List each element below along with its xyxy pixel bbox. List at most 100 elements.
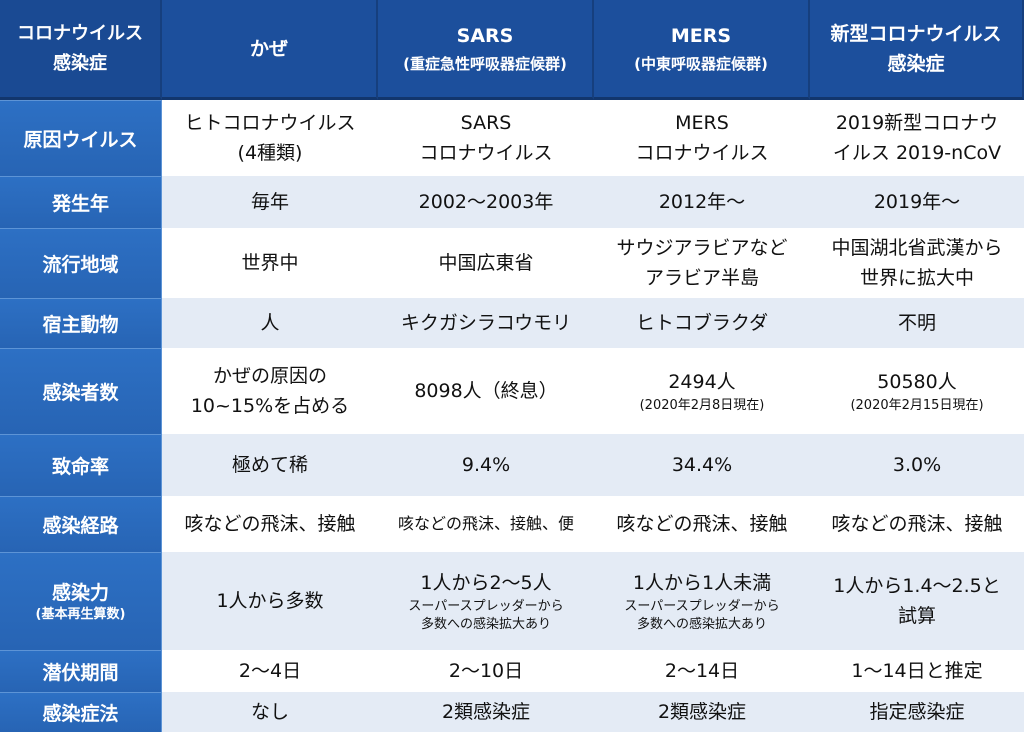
cell-note: (2020年2月8日現在) bbox=[639, 398, 765, 413]
row-law: 感染症法 なし 2類感染症 2類感染症 指定感染症 bbox=[0, 692, 1024, 732]
row-incubation: 潜伏期間 2〜4日 2〜10日 2〜14日 1〜14日と推定 bbox=[0, 650, 1024, 692]
cell-line: SARS bbox=[460, 112, 512, 134]
cell-covid: 咳などの飛沫、接触 bbox=[810, 496, 1024, 552]
row-host: 宿主動物 人 キクガシラコウモリ ヒトコブラクダ 不明 bbox=[0, 298, 1024, 348]
cell-cold: 1人から多数 bbox=[162, 552, 378, 650]
header-sars: SARS (重症急性呼吸器症候群) bbox=[378, 0, 594, 100]
cell-note: (2020年2月15日現在) bbox=[850, 398, 984, 413]
header-cold: かぜ bbox=[162, 0, 378, 100]
cell-line: (4種類) bbox=[237, 142, 303, 164]
corner-line-1: コロナウイルス bbox=[17, 22, 143, 44]
row-label: 致命率 bbox=[0, 434, 162, 496]
cell-line: サウジアラビアなど bbox=[616, 237, 788, 259]
cell-cold: なし bbox=[162, 692, 378, 732]
header-sars-name: SARS bbox=[456, 24, 514, 47]
cell-line: 1人から多数 bbox=[216, 590, 324, 612]
cell-note: 多数への感染拡大あり bbox=[636, 617, 767, 632]
cell-line: コロナウイルス bbox=[635, 142, 769, 164]
cell-cold: かぜの原因の 10~15%を占める bbox=[162, 348, 378, 434]
cell-sars: キクガシラコウモリ bbox=[378, 298, 594, 348]
cell-sars: 中国広東省 bbox=[378, 228, 594, 298]
cell-cold: 毎年 bbox=[162, 176, 378, 228]
cell-mers: ヒトコブラクダ bbox=[594, 298, 810, 348]
cell-cold: ヒトコロナウイルス (4種類) bbox=[162, 100, 378, 176]
cell-covid: 不明 bbox=[810, 298, 1024, 348]
cell-line: 50580人 bbox=[877, 371, 957, 393]
cell-mers: 1人から1人未満スーパースプレッダーから 多数への感染拡大あり bbox=[594, 552, 810, 650]
cell-line: 試算 bbox=[897, 605, 936, 627]
cell-mers: サウジアラビアなど アラビア半島 bbox=[594, 228, 810, 298]
header-covid-sub: 感染症 bbox=[887, 52, 945, 75]
cell-covid: 2019年〜 bbox=[810, 176, 1024, 228]
header-covid-name: 新型コロナウイルス bbox=[830, 22, 1002, 45]
cell-note: 多数への感染拡大あり bbox=[420, 617, 551, 632]
cell-cold: 極めて稀 bbox=[162, 434, 378, 496]
header-mers: MERS (中東呼吸器症候群) bbox=[594, 0, 810, 100]
cell-mers: 34.4% bbox=[594, 434, 810, 496]
cell-sars: 咳などの飛沫、接触、便 bbox=[378, 496, 594, 552]
cell-mers: 2494人 (2020年2月8日現在) bbox=[594, 348, 810, 434]
cell-line: コロナウイルス bbox=[419, 142, 553, 164]
row-route: 感染経路 咳などの飛沫、接触 咳などの飛沫、接触、便 咳などの飛沫、接触 咳など… bbox=[0, 496, 1024, 552]
cell-mers: 2〜14日 bbox=[594, 650, 810, 692]
corner-line-2: 感染症 bbox=[53, 52, 107, 74]
cell-line: 中国広東省 bbox=[438, 252, 534, 274]
row-label-sub: (基本再生算数) bbox=[35, 607, 126, 622]
row-label: 流行地域 bbox=[0, 228, 162, 298]
cell-note: スーパースプレッダーから bbox=[624, 599, 780, 614]
row-label: 原因ウイルス bbox=[0, 100, 162, 176]
cell-covid: 1人から1.4〜2.5と 試算 bbox=[810, 552, 1024, 650]
row-year: 発生年 毎年 2002〜2003年 2012年〜 2019年〜 bbox=[0, 176, 1024, 228]
header-mers-sub: (中東呼吸器症候群) bbox=[634, 54, 768, 73]
cell-mers: 咳などの飛沫、接触 bbox=[594, 496, 810, 552]
row-label-main: 感染力 bbox=[51, 582, 109, 604]
row-label: 感染症法 bbox=[0, 692, 162, 732]
cell-line: MERS bbox=[675, 112, 729, 134]
row-label: 感染者数 bbox=[0, 348, 162, 434]
cell-line: 世界中 bbox=[241, 252, 299, 274]
cell-sars: 8098人（終息） bbox=[378, 348, 594, 434]
cell-mers: 2類感染症 bbox=[594, 692, 810, 732]
cell-note: スーパースプレッダーから bbox=[408, 599, 564, 614]
cell-line: ヒトコロナウイルス bbox=[184, 112, 356, 134]
cell-line: かぜの原因の bbox=[212, 365, 327, 387]
cell-line: イルス 2019-nCoV bbox=[832, 142, 1002, 164]
cell-covid: 指定感染症 bbox=[810, 692, 1024, 732]
cell-sars: 9.4% bbox=[378, 434, 594, 496]
cell-covid: 3.0% bbox=[810, 434, 1024, 496]
header-corner: コロナウイルス 感染症 bbox=[0, 0, 162, 100]
cell-sars: SARS コロナウイルス bbox=[378, 100, 594, 176]
cell-line: 10~15%を占める bbox=[190, 395, 350, 417]
row-label: 発生年 bbox=[0, 176, 162, 228]
row-cause: 原因ウイルス ヒトコロナウイルス (4種類) SARS コロナウイルス MERS コロ… bbox=[0, 100, 1024, 176]
cell-cold: 2〜4日 bbox=[162, 650, 378, 692]
row-infected: 感染者数 かぜの原因の 10~15%を占める 8098人（終息） 2494人 (20… bbox=[0, 348, 1024, 434]
row-infectivity: 感染力 (基本再生算数) 1人から多数 1人から2〜5人 スーパースプレッダーから… bbox=[0, 552, 1024, 650]
cell-covid: 中国湖北省武漢から 世界に拡大中 bbox=[810, 228, 1024, 298]
cell-cold: 咳などの飛沫、接触 bbox=[162, 496, 378, 552]
cell-line: 中国湖北省武漢から bbox=[831, 237, 1003, 259]
cell-covid: 2019新型コロナウ イルス 2019-nCoV bbox=[810, 100, 1024, 176]
cell-line: アラビア半島 bbox=[644, 267, 759, 289]
cell-covid: 50580人 (2020年2月15日現在) bbox=[810, 348, 1024, 434]
row-region: 流行地域 世界中 中国広東省 サウジアラビアなど アラビア半島 中国湖北省武漢から… bbox=[0, 228, 1024, 298]
cell-line: 1人から1.4〜2.5と bbox=[833, 575, 1001, 597]
cell-sars: 1人から2〜5人 スーパースプレッダーから 多数への感染拡大あり bbox=[378, 552, 594, 650]
cell-line: 2494人 bbox=[668, 371, 736, 393]
row-fatality: 致命率 極めて稀 9.4% 34.4% 3.0% bbox=[0, 434, 1024, 496]
cell-cold: 人 bbox=[162, 298, 378, 348]
header-row: コロナウイルス 感染症 かぜ SARS (重症急性呼吸器症候群) MERS (中… bbox=[0, 0, 1024, 100]
header-cold-name: かぜ bbox=[249, 37, 288, 60]
header-covid: 新型コロナウイルス 感染症 bbox=[810, 0, 1024, 100]
cell-line: 8098人（終息） bbox=[414, 380, 558, 402]
row-label: 感染力 (基本再生算数) bbox=[0, 552, 162, 650]
cell-line: 1人から1人未満 bbox=[632, 572, 772, 594]
cell-line: 世界に拡大中 bbox=[859, 267, 974, 289]
cell-line: 2019新型コロナウ bbox=[835, 112, 999, 134]
header-mers-name: MERS bbox=[670, 24, 732, 47]
cell-cold: 世界中 bbox=[162, 228, 378, 298]
cell-sars: 2002〜2003年 bbox=[378, 176, 594, 228]
cell-sars: 2類感染症 bbox=[378, 692, 594, 732]
cell-covid: 1〜14日と推定 bbox=[810, 650, 1024, 692]
